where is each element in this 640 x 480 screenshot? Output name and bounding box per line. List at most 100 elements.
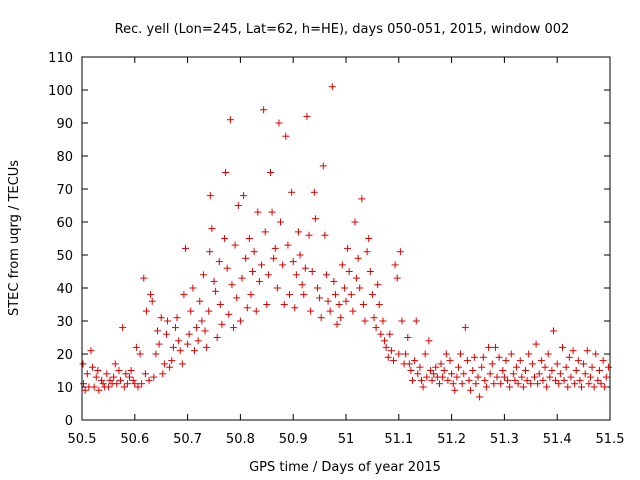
data-point	[89, 363, 97, 371]
data-point	[370, 314, 378, 322]
data-point	[301, 264, 309, 272]
data-point	[193, 324, 201, 332]
data-point	[583, 347, 591, 355]
data-point	[448, 370, 456, 378]
data-point	[421, 350, 429, 358]
data-point	[437, 360, 445, 368]
data-point	[460, 370, 468, 378]
data-point	[289, 258, 297, 266]
data-point	[586, 373, 594, 381]
data-point	[472, 380, 480, 388]
data-point	[303, 112, 311, 120]
data-point	[249, 268, 257, 275]
data-point	[602, 373, 610, 381]
data-point	[218, 320, 226, 328]
data-point	[577, 383, 585, 391]
data-point	[81, 386, 89, 394]
data-point	[247, 291, 255, 299]
data-point	[418, 376, 426, 384]
data-point	[454, 363, 462, 371]
data-point	[147, 291, 155, 299]
data-point	[238, 274, 246, 282]
data-point	[552, 376, 560, 384]
data-point	[588, 363, 596, 371]
data-point	[310, 188, 318, 196]
data-point	[555, 380, 563, 388]
data-point	[123, 380, 131, 388]
data-point	[178, 360, 186, 368]
data-point	[416, 363, 424, 371]
data-point	[141, 370, 149, 378]
data-point	[328, 83, 336, 91]
data-point	[439, 373, 447, 381]
data-point	[181, 244, 189, 252]
data-point	[486, 370, 494, 378]
data-point	[119, 324, 127, 332]
data-point	[162, 330, 170, 338]
data-point	[425, 337, 433, 345]
data-point	[83, 370, 91, 378]
data-point	[419, 383, 427, 391]
data-point	[426, 367, 434, 374]
data-point	[260, 106, 268, 114]
data-point	[574, 357, 582, 365]
data-point	[509, 370, 517, 378]
data-point	[264, 271, 272, 279]
data-point	[291, 304, 299, 312]
data-point	[99, 380, 107, 388]
data-point	[381, 337, 389, 345]
data-point	[594, 376, 602, 384]
data-point	[463, 357, 471, 365]
data-point	[92, 373, 100, 381]
data-point	[571, 380, 579, 388]
data-point	[476, 393, 484, 401]
data-point	[478, 363, 486, 371]
data-point	[461, 324, 469, 332]
data-point	[497, 380, 505, 388]
data-point	[292, 271, 300, 279]
x-tick-label: 50.8	[226, 432, 255, 447]
data-point	[316, 294, 324, 302]
data-point	[506, 383, 514, 391]
data-point	[164, 317, 172, 325]
data-point	[541, 363, 549, 371]
data-points	[79, 83, 612, 401]
y-tick-label: 0	[65, 414, 73, 429]
data-point	[407, 367, 415, 374]
y-tick-label: 90	[56, 117, 73, 132]
data-point	[324, 297, 332, 305]
data-point	[366, 268, 374, 275]
data-point	[377, 330, 385, 338]
data-point	[553, 360, 561, 368]
data-point	[210, 277, 218, 285]
data-point	[126, 373, 134, 381]
data-point	[365, 235, 373, 242]
data-point	[273, 284, 281, 292]
data-point	[243, 304, 251, 312]
data-point	[558, 343, 566, 351]
data-point	[322, 271, 330, 279]
data-point	[168, 357, 176, 365]
data-point	[504, 376, 512, 384]
data-point	[495, 353, 503, 361]
data-point	[194, 337, 202, 345]
data-point	[548, 367, 556, 374]
data-point	[317, 314, 325, 322]
data-point	[518, 373, 526, 381]
data-point	[155, 340, 163, 348]
data-point	[556, 370, 564, 378]
data-point	[465, 376, 473, 384]
data-point	[205, 307, 213, 315]
y-tick-label: 30	[56, 315, 73, 330]
data-point	[474, 373, 482, 381]
plot-frame	[81, 56, 611, 421]
data-point	[212, 287, 220, 295]
data-point	[282, 132, 290, 140]
data-point	[490, 380, 498, 388]
x-tick-label: 51.3	[490, 432, 519, 447]
data-point	[342, 297, 350, 305]
data-point	[576, 376, 584, 384]
data-point	[363, 248, 371, 256]
y-tick-label: 20	[56, 348, 73, 363]
data-point	[270, 254, 278, 262]
